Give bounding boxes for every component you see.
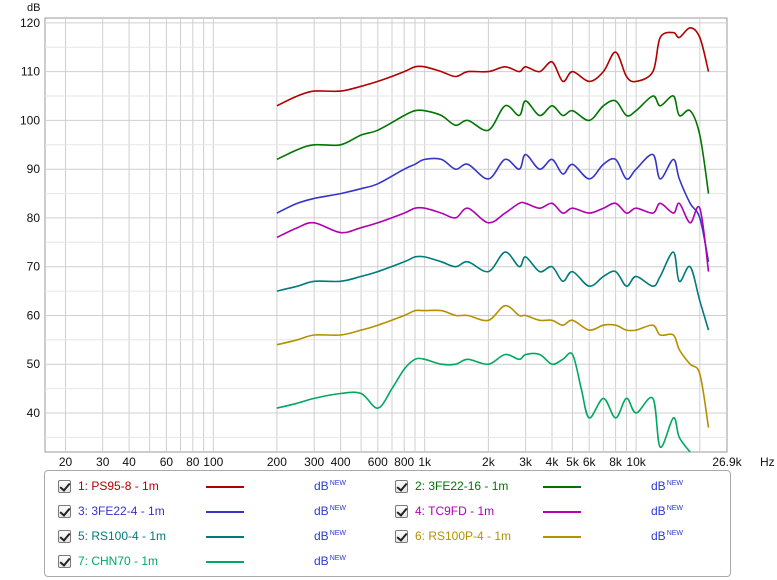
- x-tick-label: 2k: [482, 455, 496, 469]
- legend-unit: dBNEW: [314, 479, 347, 493]
- legend-label: 4: TC9FD - 1m: [415, 504, 495, 518]
- series-layer: [276, 27, 710, 452]
- x-tick-label: 40: [122, 455, 136, 469]
- series-line-7: [276, 352, 691, 452]
- x-tick-label: 200: [267, 455, 287, 469]
- legend-unit: dBNEW: [651, 479, 684, 493]
- x-tick-label: 20: [59, 455, 73, 469]
- legend-checkbox[interactable]: [395, 480, 408, 493]
- plot-area-background: [44, 17, 728, 453]
- y-tick-label: 120: [20, 16, 40, 30]
- series-line-5: [276, 251, 710, 331]
- legend-checkbox[interactable]: [58, 530, 71, 543]
- legend-swatch: [206, 486, 244, 488]
- series-line-3: [276, 153, 710, 262]
- x-tick-label: 800: [394, 455, 414, 469]
- y-tick-label: 90: [27, 162, 41, 176]
- x-tick-label: 60: [160, 455, 174, 469]
- series-line-1: [276, 27, 710, 107]
- legend-item-5: 5: RS100-4 - 1m dBNEW: [58, 528, 388, 550]
- y-tick-label: 60: [27, 309, 41, 323]
- x-tick-label: 8k: [609, 455, 623, 469]
- legend-item-6: 6: RS100P-4 - 1m dBNEW: [395, 528, 725, 550]
- legend-checkbox[interactable]: [58, 555, 71, 568]
- legend-panel: 1: PS95-8 - 1m dBNEW 2: 3FE22-16 - 1m dBNEW…: [44, 470, 731, 577]
- legend-label: 1: PS95-8 - 1m: [78, 479, 159, 493]
- legend-item-4: 4: TC9FD - 1m dBNEW: [395, 503, 725, 525]
- y-tick-label: 100: [20, 113, 40, 127]
- horizontal-gridlines: [45, 22, 727, 438]
- legend-label: 7: CHN70 - 1m: [78, 554, 159, 568]
- legend-label: 6: RS100P-4 - 1m: [415, 529, 512, 543]
- x-tick-label: 80: [186, 455, 200, 469]
- series-line-2: [276, 95, 710, 194]
- legend-swatch: [543, 511, 581, 513]
- x-axis-unit-label: Hz: [760, 455, 775, 469]
- x-tick-label: 4k: [546, 455, 560, 469]
- legend-unit: dBNEW: [314, 554, 347, 568]
- legend-label: 5: RS100-4 - 1m: [78, 529, 167, 543]
- x-tick-label: 26.9k: [712, 455, 742, 469]
- x-tick-label: 400: [331, 455, 351, 469]
- legend-unit: dBNEW: [314, 529, 347, 543]
- legend-checkbox[interactable]: [395, 505, 408, 518]
- y-tick-labels: 40 50 60 70 80 90 100 110 120: [20, 16, 40, 420]
- x-tick-label: 6k: [583, 455, 597, 469]
- legend-unit: dBNEW: [651, 529, 684, 543]
- legend-label: 2: 3FE22-16 - 1m: [415, 479, 509, 493]
- x-tick-label: 300: [304, 455, 324, 469]
- legend-swatch: [543, 486, 581, 488]
- legend-item-3: 3: 3FE22-4 - 1m dBNEW: [58, 503, 388, 525]
- legend-label: 3: 3FE22-4 - 1m: [78, 504, 165, 518]
- legend-unit: dBNEW: [651, 504, 684, 518]
- x-tick-label: 5k: [566, 455, 580, 469]
- legend-unit: dBNEW: [314, 504, 347, 518]
- legend-item-1: 1: PS95-8 - 1m dBNEW: [58, 478, 388, 500]
- x-tick-label: 30: [96, 455, 110, 469]
- y-tick-label: 40: [27, 406, 41, 420]
- legend-checkbox[interactable]: [395, 530, 408, 543]
- y-tick-label: 80: [27, 211, 41, 225]
- x-tick-label: 10k: [626, 455, 646, 469]
- legend-item-2: 2: 3FE22-16 - 1m dBNEW: [395, 478, 725, 500]
- y-axis-unit-label: dB: [27, 2, 40, 14]
- legend-checkbox[interactable]: [58, 480, 71, 493]
- series-line-6: [276, 304, 710, 428]
- y-tick-label: 50: [27, 357, 41, 371]
- x-tick-label: 100: [203, 455, 223, 469]
- x-tick-label: 1k: [418, 455, 432, 469]
- legend-swatch: [206, 511, 244, 513]
- y-tick-label: 70: [27, 260, 41, 274]
- legend-item-7: 7: CHN70 - 1m dBNEW: [58, 553, 388, 575]
- x-tick-label: 3k: [519, 455, 533, 469]
- legend-swatch: [206, 561, 244, 563]
- y-tick-label: 110: [21, 65, 40, 79]
- legend-swatch: [543, 536, 581, 538]
- series-line-4: [276, 201, 710, 272]
- x-tick-label: 600: [368, 455, 388, 469]
- x-tick-labels: 20 30 40 60 80 100 200 300 400 600 800 1k 2k 3k 4k 5k 6k…: [59, 455, 743, 469]
- legend-swatch: [206, 536, 244, 538]
- legend-checkbox[interactable]: [58, 505, 71, 518]
